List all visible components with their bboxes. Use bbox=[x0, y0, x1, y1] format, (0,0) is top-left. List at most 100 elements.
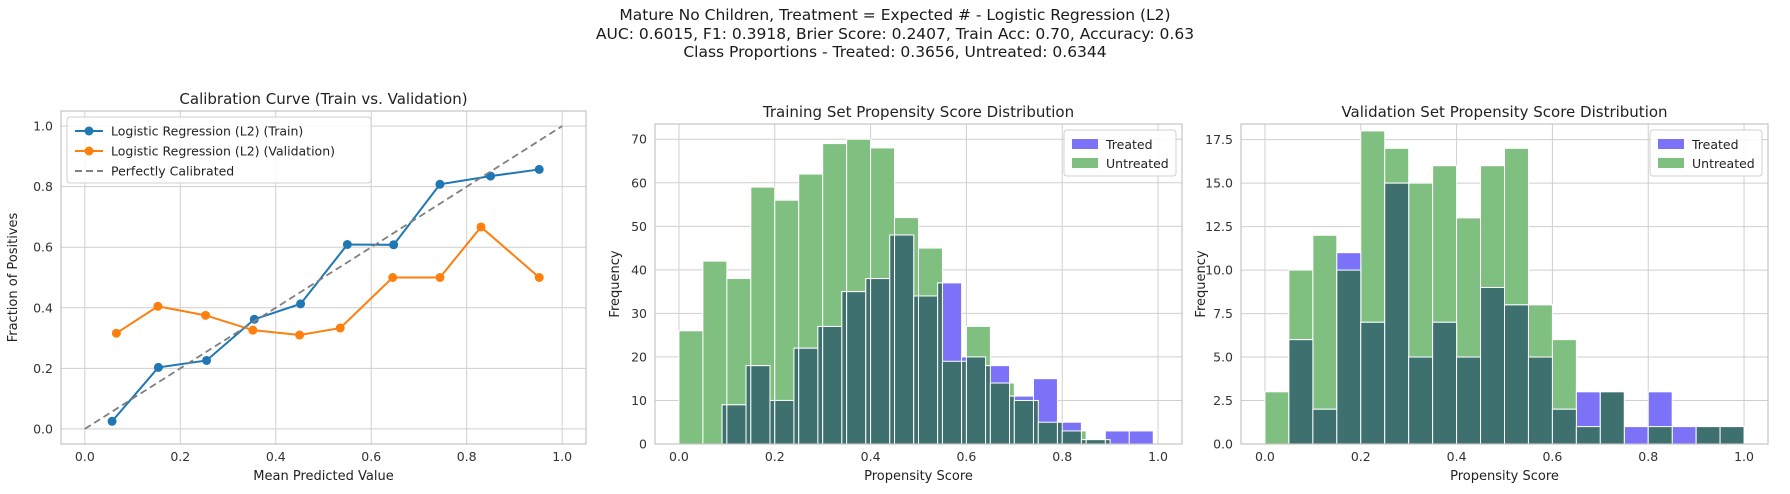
data-point bbox=[342, 240, 352, 250]
x-tick-label: 1.0 bbox=[552, 449, 572, 464]
legend-label: Logistic Regression (L2) (Validation) bbox=[111, 144, 335, 159]
y-tick-label: 70 bbox=[631, 132, 647, 147]
x-tick-label: 0.6 bbox=[956, 449, 976, 464]
overlap-bar bbox=[937, 282, 943, 445]
treated-bar bbox=[1128, 430, 1154, 445]
suptitle-line-3: Class Proportions - Treated: 0.3656, Unt… bbox=[683, 43, 1107, 61]
overlap-bar bbox=[1647, 426, 1673, 445]
y-tick-label: 15.0 bbox=[1205, 176, 1233, 191]
legend-box bbox=[66, 116, 372, 184]
legend-swatch bbox=[1658, 158, 1684, 168]
chart-title: Training Set Propensity Score Distributi… bbox=[762, 103, 1074, 121]
overlap-bar bbox=[989, 382, 1011, 445]
legend-label: Perfectly Calibrated bbox=[111, 164, 234, 179]
y-tick-label: 7.5 bbox=[1213, 306, 1233, 321]
chart-title: Validation Set Propensity Score Distribu… bbox=[1341, 103, 1667, 121]
overlap-bar bbox=[1599, 391, 1625, 445]
x-tick-label: 1.0 bbox=[1734, 449, 1754, 464]
x-axis-label: Propensity Score bbox=[864, 469, 973, 484]
treated-bar bbox=[1623, 426, 1649, 445]
overlap-bar bbox=[1056, 421, 1063, 445]
y-tick-label: 0.2 bbox=[33, 361, 53, 376]
legend-marker bbox=[84, 146, 94, 156]
y-tick-label: 50 bbox=[631, 219, 647, 234]
overlap-bar bbox=[1061, 430, 1082, 445]
y-tick-label: 0 bbox=[639, 437, 647, 452]
overlap-bar bbox=[726, 404, 747, 445]
data-point bbox=[534, 273, 544, 282]
y-tick-label: 40 bbox=[631, 262, 647, 277]
x-tick-label: 0.6 bbox=[361, 449, 381, 464]
overlap-bar bbox=[817, 325, 824, 445]
training-histogram-chart: 0.0 0.2 0.4 0.6 0.8 1.0 0 10 20 30 40 50 60 70 Trainin… bbox=[608, 103, 1183, 484]
data-point bbox=[476, 222, 486, 232]
legend-swatch bbox=[1658, 139, 1684, 149]
y-tick-label: 10.0 bbox=[1205, 263, 1233, 278]
series-line-1 bbox=[115, 225, 540, 337]
suptitle-line-2: AUC: 0.6015, F1: 0.3918, Brier Score: 0.… bbox=[595, 24, 1195, 43]
overlap-bar bbox=[1312, 408, 1338, 445]
y-tick-label: 0.0 bbox=[33, 421, 53, 436]
overlap-bar bbox=[1032, 399, 1039, 445]
y-tick-label: 0.4 bbox=[33, 300, 53, 315]
y-tick-label: 17.5 bbox=[1205, 132, 1233, 147]
overlap-bar bbox=[1037, 421, 1058, 445]
axes-frame bbox=[60, 110, 587, 445]
overlap-bar bbox=[1456, 356, 1482, 445]
overlap-bar bbox=[793, 347, 800, 445]
overlap-bar bbox=[965, 356, 987, 445]
x-tick-label: 0.2 bbox=[1351, 449, 1371, 464]
x-tick-label: 0.0 bbox=[1255, 449, 1275, 464]
overlap-bar bbox=[1695, 426, 1721, 445]
chart-title: Calibration Curve (Train vs. Validation) bbox=[179, 90, 467, 108]
overlap-bar bbox=[1384, 182, 1410, 445]
x-tick-label: 0.8 bbox=[457, 449, 477, 464]
legend-label: Untreated bbox=[1692, 156, 1755, 171]
x-tick-label: 0.2 bbox=[765, 449, 785, 464]
overlap-bar bbox=[745, 365, 752, 445]
overlap-bar bbox=[798, 347, 819, 445]
overlap-bar bbox=[889, 234, 896, 445]
legend-swatch bbox=[1072, 139, 1098, 149]
series-line-0 bbox=[111, 168, 540, 422]
overlap-bar bbox=[1480, 286, 1505, 445]
overlap-bar bbox=[913, 295, 920, 445]
data-point bbox=[335, 323, 345, 333]
overlap-bar bbox=[1408, 356, 1434, 445]
y-tick-label: 10 bbox=[631, 393, 647, 408]
overlap-bar bbox=[1336, 269, 1362, 445]
data-point bbox=[388, 273, 398, 282]
overlap-bar bbox=[1575, 426, 1601, 445]
data-point bbox=[153, 362, 163, 372]
overlap-bar bbox=[1288, 339, 1314, 445]
overlap-bar bbox=[961, 360, 967, 445]
data-point bbox=[435, 179, 445, 189]
overlap-bar bbox=[1080, 439, 1087, 445]
data-point bbox=[153, 301, 163, 311]
treated-bar bbox=[1671, 426, 1697, 445]
y-tick-label: 0.0 bbox=[1213, 437, 1233, 452]
data-point bbox=[248, 325, 258, 335]
overlap-bar bbox=[941, 360, 963, 445]
legend-swatch bbox=[1072, 158, 1098, 168]
data-point bbox=[295, 330, 305, 340]
data-point bbox=[111, 328, 121, 338]
data-point bbox=[202, 355, 212, 365]
data-point bbox=[296, 299, 306, 309]
overlap-bar bbox=[894, 234, 915, 445]
overlap-bar bbox=[774, 399, 795, 445]
axes-frame bbox=[1240, 123, 1769, 445]
legend-label: Untreated bbox=[1106, 156, 1169, 171]
data-point bbox=[389, 240, 399, 250]
x-axis-label: Mean Predicted Value bbox=[253, 469, 393, 484]
x-tick-label: 0.4 bbox=[1447, 449, 1467, 464]
y-tick-label: 5.0 bbox=[1213, 350, 1233, 365]
legend-marker bbox=[84, 126, 94, 136]
y-tick-label: 0.6 bbox=[33, 240, 53, 255]
figure-suptitle: Mature No Children, Treatment = Expected… bbox=[0, 6, 1790, 62]
legend-label: Treated bbox=[1691, 137, 1739, 152]
calibration-chart: 0.0 0.2 0.4 0.6 0.8 1.0 0.0 0.2 0.4 0.6 0.8 1.0 Cali… bbox=[6, 90, 587, 484]
x-tick-label: 1.0 bbox=[1148, 449, 1168, 464]
overlap-bar bbox=[1432, 321, 1458, 445]
